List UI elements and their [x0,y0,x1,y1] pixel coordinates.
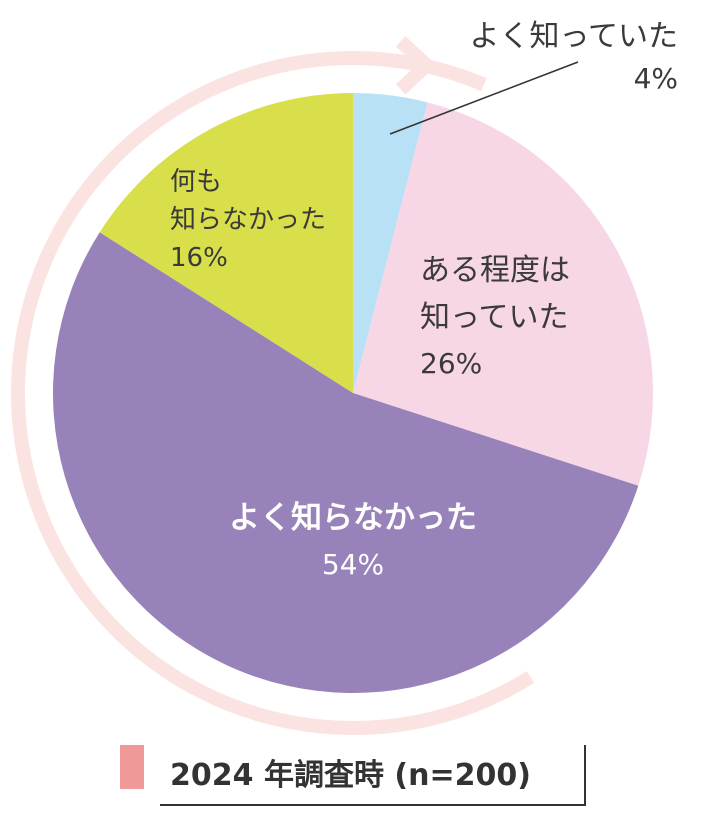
pie-slice-3 [99,93,353,393]
legend-swatch [120,745,144,789]
slice-label-3-line-1: 知らなかった [170,205,326,235]
slice-label-2-line-0: よく知らなかった [229,500,477,536]
pie-labels: よく知っていた 4% ある程度は 知っていた 26% よく知らなかった 54% … [170,19,678,581]
cycle-arrow-arc [11,51,535,735]
slice-label-1-line-1: 知っていた [420,300,569,335]
pie-slice-0 [353,93,428,393]
slice-label-2-value: 54% [322,548,384,581]
pie-slices [52,93,654,694]
cycle-arrow-head [395,36,437,95]
cycle-arrow [11,36,535,735]
legend-underline [160,804,584,806]
pie-chart: よく知っていた 4% ある程度は 知っていた 26% よく知らなかった 54% … [11,19,678,735]
slice-label-3-line-0: 何も [170,167,222,197]
slice-label-0-line-0: よく知っていた [470,19,679,54]
legend-label: 2024 年調査時 (n=200) [170,758,531,793]
slice-label-0-value: 4% [634,62,678,95]
slice-label-3-value: 16% [170,243,228,273]
pie-slice-2 [52,232,639,694]
legend-right-rule [584,745,586,806]
slice-label-1-value: 26% [420,347,482,380]
slice-label-1-line-0: ある程度は [420,253,570,288]
leader-line-slice-0 [389,61,579,135]
pie-slice-1 [353,102,654,486]
